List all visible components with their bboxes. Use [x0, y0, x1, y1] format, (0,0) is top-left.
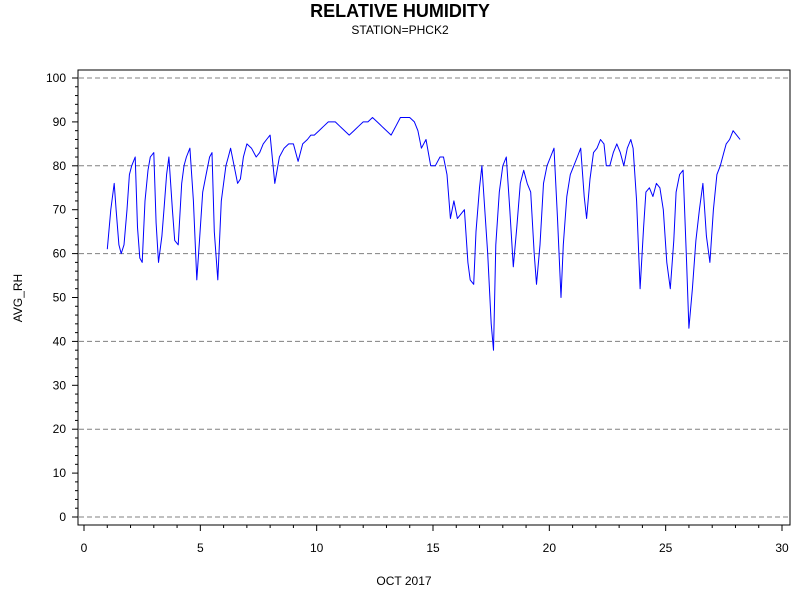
x-tick-label: 15	[426, 541, 440, 555]
x-tick-label: 5	[197, 541, 204, 555]
x-tick-label: 10	[310, 541, 324, 555]
y-tick-label: 80	[53, 159, 67, 173]
y-tick-label: 90	[53, 115, 67, 129]
y-axis-label: AVG_RH	[11, 274, 25, 322]
y-tick-label: 50	[53, 291, 67, 305]
y-tick-label: 30	[53, 378, 67, 392]
x-tick-label: 0	[81, 541, 88, 555]
grid-lines	[79, 77, 789, 518]
y-tick-label: 40	[53, 334, 67, 348]
x-tick-label: 20	[543, 541, 557, 555]
x-tick-label: 25	[659, 541, 673, 555]
y-tick-label: 70	[53, 203, 67, 217]
avg-rh-series-line	[106, 117, 741, 351]
chart-title: RELATIVE HUMIDITY	[310, 1, 490, 21]
y-tick-label: 60	[53, 247, 67, 261]
x-axis: 0 5 10 15 20 25 30	[81, 525, 789, 555]
plot-frame	[77, 69, 791, 526]
y-axis: 0 10 20 30 40 50 60 70 80 90 100	[46, 71, 78, 524]
chart-subtitle: STATION=PHCK2	[351, 23, 449, 37]
x-tick-label: 30	[775, 541, 789, 555]
series-layer	[106, 117, 741, 351]
y-tick-label: 20	[53, 422, 67, 436]
x-axis-label: OCT 2017	[376, 574, 431, 588]
y-tick-label: 10	[53, 466, 67, 480]
y-tick-label: 0	[59, 510, 66, 524]
y-tick-label: 100	[46, 71, 66, 85]
